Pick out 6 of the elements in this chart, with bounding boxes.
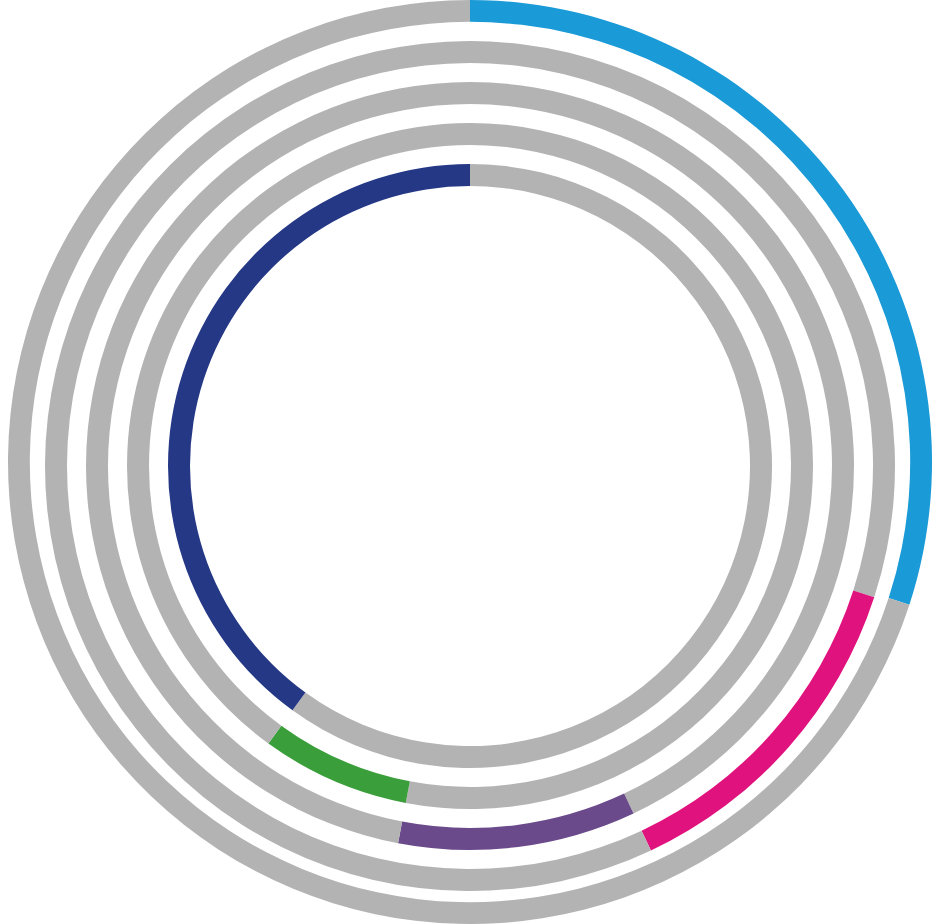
donut-slice xyxy=(268,725,410,803)
donut-slice xyxy=(8,0,910,924)
donut-slice xyxy=(168,164,470,711)
donut-slice xyxy=(470,0,932,605)
donut-slice xyxy=(641,590,875,851)
donut-slice xyxy=(292,164,772,768)
